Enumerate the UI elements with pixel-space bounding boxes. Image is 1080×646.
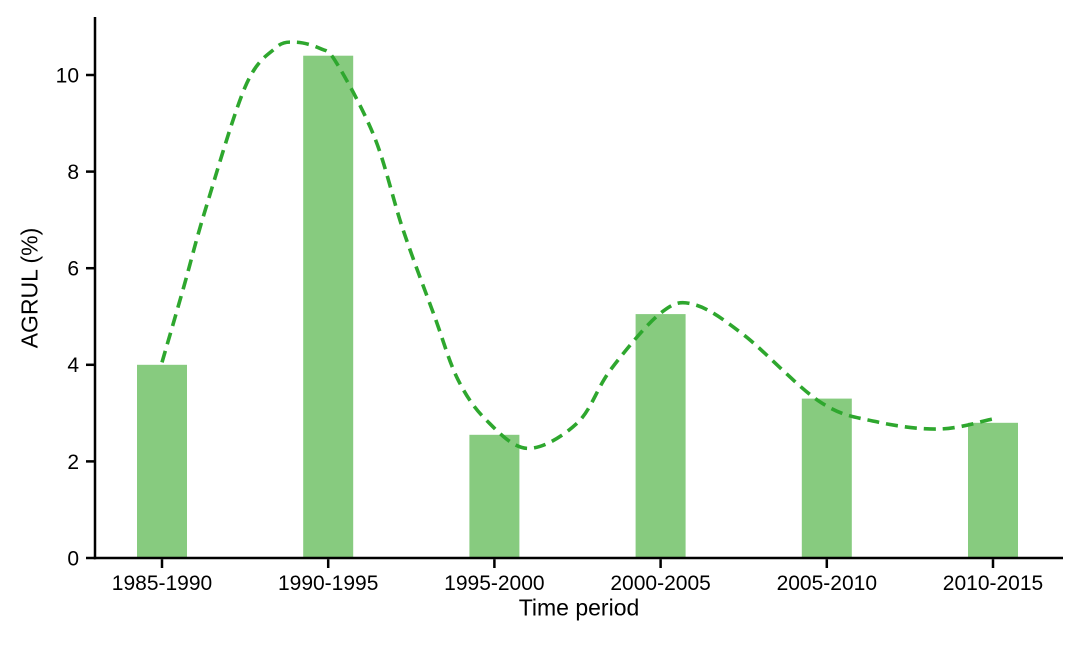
bar-1995-2000 — [469, 434, 520, 558]
bar-1990-1995 — [303, 55, 354, 558]
y-tick-label: 10 — [56, 64, 79, 87]
x-tick-label: 1995-2000 — [444, 572, 544, 595]
y-tick-label: 6 — [67, 258, 79, 281]
x-tick-label: 2005-2010 — [777, 572, 877, 595]
y-tick-label: 2 — [67, 451, 79, 474]
bar-2000-2005 — [635, 314, 686, 558]
x-axis-title: Time period — [518, 594, 640, 621]
bar-2010-2015 — [968, 422, 1018, 558]
bar-1985-1990 — [137, 364, 187, 558]
y-tick-label: 8 — [67, 161, 79, 184]
trend-line — [160, 40, 994, 451]
y-tick-label: 4 — [67, 354, 79, 377]
y-axis-title: AGRUL (%) — [16, 227, 43, 349]
x-tick-label: 1990-1995 — [278, 572, 378, 595]
x-tick-label: 2000-2005 — [610, 572, 710, 595]
y-tick-label: 0 — [67, 547, 79, 570]
x-tick-label: 2010-2015 — [943, 572, 1043, 595]
x-tick-label: 1985-1990 — [112, 572, 212, 595]
bar-2005-2010 — [801, 398, 852, 558]
